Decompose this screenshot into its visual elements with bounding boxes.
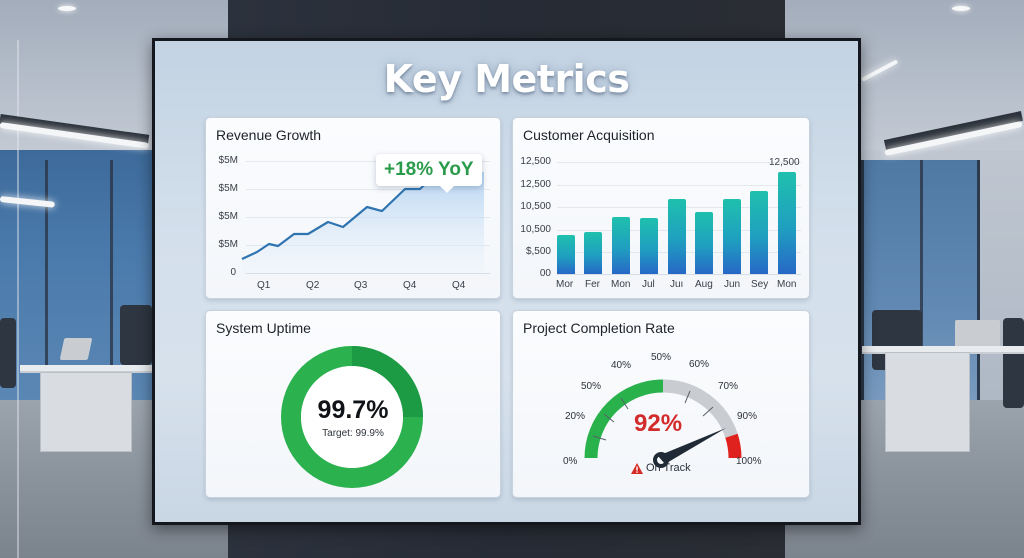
- laptop: [59, 338, 93, 360]
- completion-value: 92%: [634, 410, 683, 437]
- x-tick: Aug: [695, 279, 713, 290]
- gauge-scale-label: 50%: [581, 381, 602, 392]
- area-fill: [242, 172, 484, 273]
- status-label: On Track: [646, 462, 691, 474]
- x-tick: Q4: [452, 280, 466, 291]
- x-tick: Q2: [306, 280, 320, 291]
- card-title: System Uptime: [216, 320, 311, 336]
- revenue-line-chart: [241, 165, 484, 273]
- window-mullion: [920, 160, 923, 410]
- x-tick: Q1: [257, 280, 271, 291]
- gauge-scale-label: 90%: [737, 411, 758, 422]
- laptop: [955, 320, 1000, 350]
- bar[interactable]: [640, 218, 658, 274]
- x-tick: Sey: [751, 279, 769, 290]
- y-tick: 12,500: [520, 156, 551, 167]
- bar[interactable]: [668, 199, 686, 274]
- yoy-growth-badge: +18% YoY: [376, 154, 482, 193]
- uptime-target: Target: 99.9%: [322, 428, 384, 439]
- y-tick: 00: [539, 268, 551, 279]
- gauge-scale-label: 60%: [689, 359, 710, 370]
- x-tick: Jul: [642, 279, 655, 290]
- ceiling-spotlight: [58, 6, 76, 11]
- status-indicator: On Track: [631, 462, 691, 474]
- uptime-value: 99.7%: [317, 396, 389, 424]
- bar[interactable]: [612, 217, 630, 274]
- bar[interactable]: [778, 172, 796, 274]
- office-chair: [120, 305, 152, 365]
- bar[interactable]: [557, 235, 575, 274]
- gauge-scale-label: 0%: [563, 456, 578, 467]
- customer-acquisition-card[interactable]: Customer Acquisition 12,500 12,500 10,50…: [512, 117, 810, 299]
- x-axis-line: [246, 273, 490, 274]
- x-tick: Jun: [724, 279, 741, 290]
- y-tick: 10,500: [520, 224, 551, 235]
- gauge-needle: [658, 428, 726, 464]
- bar[interactable]: [695, 212, 713, 274]
- office-chair: [1003, 318, 1024, 408]
- bar[interactable]: [584, 232, 602, 274]
- y-tick: $,500: [525, 246, 551, 257]
- x-tick: Juı: [670, 279, 684, 290]
- donut-segment-dark: [351, 346, 423, 418]
- uptime-donut-chart: [281, 346, 423, 488]
- y-tick: 10,500: [520, 201, 551, 212]
- gauge-band-red: [725, 433, 742, 459]
- x-tick: Fer: [585, 279, 600, 290]
- dashboard-screen: Key Metrics Revenue Growth $5M $5M $5M $…: [155, 41, 858, 522]
- y-tick: $5M: [218, 155, 238, 166]
- donut-center: [301, 366, 403, 468]
- gauge-scale-label: 40%: [611, 360, 632, 371]
- office-chair: [0, 318, 16, 388]
- bar-value-label: 12,500: [769, 157, 800, 168]
- gridline: [246, 161, 490, 162]
- gridline: [557, 162, 801, 163]
- gauge-scale-label: 70%: [718, 381, 739, 392]
- x-tick: Mor: [556, 279, 574, 290]
- system-uptime-card[interactable]: System Uptime 99.7% Target: 99.9%: [205, 310, 501, 498]
- y-tick: $5M: [218, 183, 238, 194]
- warning-triangle-icon: [631, 462, 643, 474]
- gauge-scale-label: 50%: [651, 352, 672, 363]
- window-mullion: [110, 160, 113, 410]
- completion-gauge: [584, 379, 742, 468]
- gauge-scale-label: 20%: [565, 411, 586, 422]
- x-tick: Q3: [354, 280, 368, 291]
- card-title: Customer Acquisition: [523, 127, 655, 143]
- filing-cabinet: [885, 352, 970, 452]
- x-tick: Q4: [403, 280, 417, 291]
- card-title: Revenue Growth: [216, 127, 322, 143]
- gridline: [246, 189, 490, 190]
- filing-cabinet: [40, 372, 132, 452]
- gauge-scale-label: 100%: [736, 456, 762, 467]
- gauge-ticks: [592, 390, 714, 441]
- wall-monitor: Key Metrics Revenue Growth $5M $5M $5M $…: [152, 38, 861, 525]
- glass-divider: [17, 40, 19, 558]
- x-axis-line: [557, 274, 801, 275]
- bar[interactable]: [750, 191, 768, 274]
- y-tick: 0: [230, 267, 236, 278]
- project-completion-card[interactable]: Project Completion Rate: [512, 310, 810, 498]
- x-tick: Mon: [611, 279, 631, 290]
- revenue-growth-card[interactable]: Revenue Growth $5M $5M $5M $5M 0: [205, 117, 501, 299]
- revenue-line: [241, 165, 452, 260]
- gridline: [557, 185, 801, 186]
- x-tick: Mon: [777, 279, 797, 290]
- y-tick: $5M: [218, 211, 238, 222]
- gauge-hub: [653, 452, 669, 468]
- bar[interactable]: [723, 199, 741, 274]
- y-tick: $5M: [218, 239, 238, 250]
- page-title: Key Metrics: [383, 57, 630, 101]
- window-mullion: [45, 160, 48, 410]
- y-tick: 12,500: [520, 179, 551, 190]
- card-title: Project Completion Rate: [523, 320, 675, 336]
- ceiling-spotlight: [952, 6, 970, 11]
- gauge-band-green: [584, 379, 664, 459]
- gauge-band-gray: [662, 379, 738, 439]
